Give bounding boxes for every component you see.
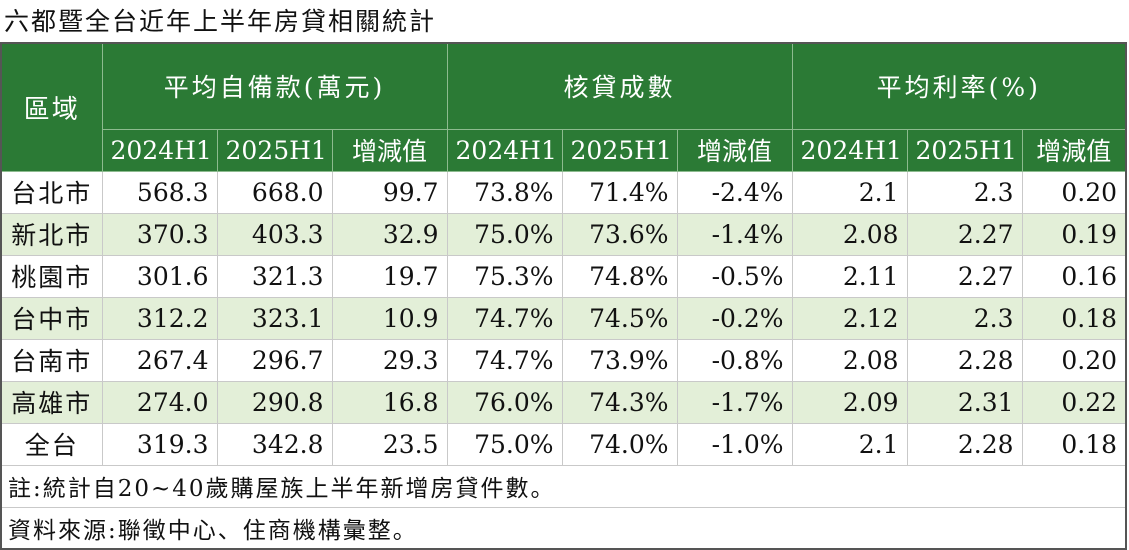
table-row: 台南市 267.4 296.7 29.3 74.7% 73.9% -0.8% 2.08 2.28… xyxy=(0,338,1127,382)
value-cell: 2.08 xyxy=(791,212,908,256)
source-note: 資料來源:聯徵中心、住商機構彙整。 xyxy=(0,506,1127,550)
value-cell: 73.6% xyxy=(561,212,678,256)
region-cell: 新北市 xyxy=(0,212,103,256)
value-cell: 71.4% xyxy=(561,170,678,214)
table-row: 高雄市 274.0 290.8 16.8 76.0% 74.3% -1.7% 2.09 2.31… xyxy=(0,380,1127,424)
table-row: 新北市 370.3 403.3 32.9 75.0% 73.6% -1.4% 2.08 2.27… xyxy=(0,212,1127,256)
subheader-cell: 增減值 xyxy=(331,128,448,172)
value-cell: -1.4% xyxy=(676,212,793,256)
subheader-cell: 增減值 xyxy=(1021,128,1127,172)
value-cell: 75.3% xyxy=(446,254,563,298)
value-cell: 0.20 xyxy=(1021,170,1127,214)
value-cell: 290.8 xyxy=(216,380,333,424)
value-cell: 0.16 xyxy=(1021,254,1127,298)
value-cell: 668.0 xyxy=(216,170,333,214)
subheader-cell: 增減值 xyxy=(676,128,793,172)
value-cell: 319.3 xyxy=(101,422,218,466)
value-cell: 74.7% xyxy=(446,296,563,340)
value-cell: 2.08 xyxy=(791,338,908,382)
region-cell: 全台 xyxy=(0,422,103,466)
value-cell: -1.7% xyxy=(676,380,793,424)
value-cell: 2.12 xyxy=(791,296,908,340)
mortgage-stats-table: 區域 平均自備款(萬元) 核貸成數 平均利率(%) 2024H1 2025H1 … xyxy=(0,42,1128,550)
value-cell: 0.18 xyxy=(1021,296,1127,340)
region-cell: 高雄市 xyxy=(0,380,103,424)
value-cell: 2.28 xyxy=(906,422,1023,466)
value-cell: -2.4% xyxy=(676,170,793,214)
value-cell: 2.27 xyxy=(906,254,1023,298)
value-cell: 323.1 xyxy=(216,296,333,340)
region-cell: 桃園市 xyxy=(0,254,103,298)
table-row: 台中市 312.2 323.1 10.9 74.7% 74.5% -0.2% 2.12 2.3 0… xyxy=(0,296,1127,340)
subheader-cell: 2025H1 xyxy=(906,128,1023,172)
header-region: 區域 xyxy=(0,42,103,172)
value-cell: 274.0 xyxy=(101,380,218,424)
value-cell: 74.7% xyxy=(446,338,563,382)
region-cell: 台北市 xyxy=(0,170,103,214)
table-body: 台北市 568.3 668.0 99.7 73.8% 71.4% -2.4% 2.1 2.3 0.… xyxy=(0,170,1127,466)
subheader-cell: 2024H1 xyxy=(791,128,908,172)
value-cell: 2.11 xyxy=(791,254,908,298)
stats-figure: 六都暨全台近年上半年房貸相關統計 區域 平均自備款(萬元) 核貸成數 平均利率(… xyxy=(0,7,1128,550)
table-row: 桃園市 301.6 321.3 19.7 75.3% 74.8% -0.5% 2.11 2.27… xyxy=(0,254,1127,298)
header-group-interest-rate: 平均利率(%) xyxy=(791,42,1127,130)
value-cell: 2.1 xyxy=(791,170,908,214)
value-cell: 312.2 xyxy=(101,296,218,340)
value-cell: -0.2% xyxy=(676,296,793,340)
table-row: 台北市 568.3 668.0 99.7 73.8% 71.4% -2.4% 2.1 2.3 0.… xyxy=(0,170,1127,214)
value-cell: 10.9 xyxy=(331,296,448,340)
value-cell: 29.3 xyxy=(331,338,448,382)
value-cell: 76.0% xyxy=(446,380,563,424)
value-cell: 73.8% xyxy=(446,170,563,214)
region-cell: 台南市 xyxy=(0,338,103,382)
value-cell: 301.6 xyxy=(101,254,218,298)
value-cell: 73.9% xyxy=(561,338,678,382)
value-cell: 74.5% xyxy=(561,296,678,340)
value-cell: 32.9 xyxy=(331,212,448,256)
value-cell: 2.27 xyxy=(906,212,1023,256)
value-cell: 0.18 xyxy=(1021,422,1127,466)
value-cell: 2.3 xyxy=(906,170,1023,214)
value-cell: 99.7 xyxy=(331,170,448,214)
value-cell: -0.5% xyxy=(676,254,793,298)
value-cell: 568.3 xyxy=(101,170,218,214)
value-cell: 2.09 xyxy=(791,380,908,424)
table-row: 全台 319.3 342.8 23.5 75.0% 74.0% -1.0% 2.1 2.28 0.… xyxy=(0,422,1127,466)
value-cell: 0.22 xyxy=(1021,380,1127,424)
value-cell: -1.0% xyxy=(676,422,793,466)
subheader-cell: 2024H1 xyxy=(446,128,563,172)
value-cell: 0.19 xyxy=(1021,212,1127,256)
value-cell: 403.3 xyxy=(216,212,333,256)
value-cell: 74.8% xyxy=(561,254,678,298)
subheader-cell: 2024H1 xyxy=(101,128,218,172)
value-cell: 19.7 xyxy=(331,254,448,298)
value-cell: 75.0% xyxy=(446,212,563,256)
value-cell: 2.3 xyxy=(906,296,1023,340)
value-cell: 2.1 xyxy=(791,422,908,466)
value-cell: 74.0% xyxy=(561,422,678,466)
page-title: 六都暨全台近年上半年房貸相關統計 xyxy=(4,7,437,36)
value-cell: 342.8 xyxy=(216,422,333,466)
header-group-down-payment: 平均自備款(萬元) xyxy=(101,42,448,130)
region-cell: 台中市 xyxy=(0,296,103,340)
subheader-cell: 2025H1 xyxy=(561,128,678,172)
value-cell: 16.8 xyxy=(331,380,448,424)
header-group-loan-ratio: 核貸成數 xyxy=(446,42,793,130)
value-cell: 321.3 xyxy=(216,254,333,298)
subheader-cell: 2025H1 xyxy=(216,128,333,172)
value-cell: 23.5 xyxy=(331,422,448,466)
value-cell: 74.3% xyxy=(561,380,678,424)
value-cell: -0.8% xyxy=(676,338,793,382)
value-cell: 296.7 xyxy=(216,338,333,382)
value-cell: 267.4 xyxy=(101,338,218,382)
value-cell: 0.20 xyxy=(1021,338,1127,382)
value-cell: 370.3 xyxy=(101,212,218,256)
footnote: 註:統計自20~40歲購屋族上半年新增房貸件數。 xyxy=(0,464,1127,508)
value-cell: 2.28 xyxy=(906,338,1023,382)
value-cell: 75.0% xyxy=(446,422,563,466)
value-cell: 2.31 xyxy=(906,380,1023,424)
